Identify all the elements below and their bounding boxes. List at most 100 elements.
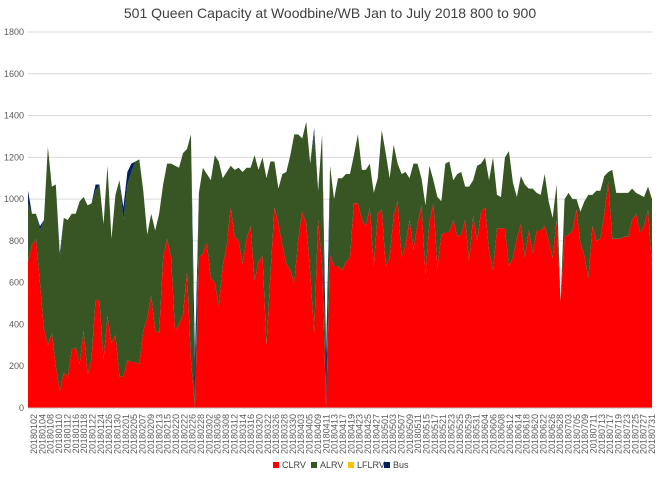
x-tick-label: 20180501 [380, 414, 390, 454]
x-tick-label: 20180104 [37, 414, 47, 454]
x-tick-label: 20180220 [171, 414, 181, 454]
x-tick-label: 20180705 [572, 414, 582, 454]
y-axis: 0 200 400 600 800 1000 1200 1400 1600 1800 [4, 27, 24, 413]
x-tick-label: 20180612 [505, 414, 515, 454]
x-tick-label: 20180124 [96, 414, 106, 454]
x-tick-label: 20180322 [263, 414, 273, 454]
y-tick-label: 1200 [4, 152, 24, 162]
x-tick-label: 20180725 [630, 414, 640, 454]
x-tick-label: 20180606 [488, 414, 498, 454]
x-tick-label: 20180525 [455, 414, 465, 454]
x-tick-label: 20180509 [405, 414, 415, 454]
x-tick-label: 20180529 [463, 414, 473, 454]
x-tick-label: 20180723 [622, 414, 632, 454]
x-tick-label: 20180515 [422, 414, 432, 454]
x-tick-label: 20180314 [238, 414, 248, 454]
x-tick-label: 20180215 [163, 414, 173, 454]
x-tick-label: 20180312 [229, 414, 239, 454]
series-area-clrv [28, 182, 652, 408]
x-tick-label: 20180713 [597, 414, 607, 454]
x-tick-label: 20180511 [413, 414, 423, 453]
x-tick-label: 20180205 [129, 414, 139, 454]
y-tick-label: 0 [19, 403, 24, 413]
x-axis: 2018010220180104201801082018011020180112… [29, 414, 657, 454]
x-tick-label: 20180727 [639, 414, 649, 454]
x-tick-label: 20180531 [472, 414, 482, 454]
x-tick-label: 20180110 [54, 414, 64, 453]
x-tick-label: 20180403 [296, 414, 306, 454]
x-tick-label: 20180201 [121, 414, 131, 454]
y-tick-label: 1800 [4, 27, 24, 37]
x-tick-label: 20180614 [513, 414, 523, 454]
y-tick-label: 1000 [4, 194, 24, 204]
x-tick-label: 20180116 [71, 414, 81, 453]
x-tick-label: 20180709 [580, 414, 590, 454]
x-tick-label: 20180326 [271, 414, 281, 454]
legend-label-clrv: CLRV [282, 460, 306, 470]
series-area-alrv [28, 121, 652, 408]
x-tick-label: 20180425 [363, 414, 373, 454]
x-tick-label: 20180228 [196, 414, 206, 454]
y-tick-label: 1400 [4, 111, 24, 121]
x-tick-label: 20180405 [305, 414, 315, 454]
plot-areas [28, 121, 652, 409]
x-tick-label: 20180423 [355, 414, 365, 454]
x-tick-label: 20180207 [138, 414, 148, 454]
x-tick-label: 20180521 [438, 414, 448, 454]
x-tick-label: 20180226 [188, 414, 198, 454]
legend-swatch-lflrv [348, 462, 354, 468]
legend-swatch-alrv [311, 462, 317, 468]
legend-label-bus: Bus [393, 460, 409, 470]
x-tick-label: 20180507 [396, 414, 406, 454]
x-tick-label: 20180112 [62, 414, 72, 453]
x-tick-label: 20180320 [254, 414, 264, 454]
x-tick-label: 20180130 [113, 414, 123, 454]
x-tick-label: 20180703 [563, 414, 573, 454]
x-tick-label: 20180306 [213, 414, 223, 454]
y-tick-label: 200 [9, 361, 24, 371]
x-tick-label: 20180604 [480, 414, 490, 454]
x-tick-label: 20180409 [313, 414, 323, 454]
x-tick-label: 20180316 [246, 414, 256, 454]
x-tick-label: 20180618 [522, 414, 532, 454]
x-tick-label: 20180328 [280, 414, 290, 454]
y-tick-label: 600 [9, 278, 24, 288]
x-tick-label: 20180717 [605, 414, 615, 454]
x-tick-label: 20180711 [589, 414, 599, 453]
x-tick-label: 20180122 [87, 414, 97, 454]
x-tick-label: 20180503 [388, 414, 398, 454]
x-tick-label: 20180302 [204, 414, 214, 454]
x-tick-label: 20180419 [346, 414, 356, 454]
x-tick-label: 20180622 [538, 414, 548, 454]
x-tick-label: 20180102 [29, 414, 39, 454]
x-tick-label: 20180126 [104, 414, 114, 454]
x-tick-label: 20180411 [321, 414, 331, 453]
x-tick-label: 20180523 [447, 414, 457, 454]
x-tick-label: 20180427 [371, 414, 381, 454]
legend-swatch-clrv [273, 462, 279, 468]
x-tick-label: 20180628 [555, 414, 565, 454]
legend: CLRV ALRV LFLRV Bus [273, 460, 409, 470]
x-tick-label: 20180330 [288, 414, 298, 454]
x-tick-label: 20180209 [146, 414, 156, 454]
x-tick-label: 20180413 [330, 414, 340, 454]
y-tick-label: 1600 [4, 69, 24, 79]
legend-label-alrv: ALRV [320, 460, 343, 470]
x-tick-label: 20180626 [547, 414, 557, 454]
x-tick-label: 20180517 [430, 414, 440, 454]
x-tick-label: 20180719 [614, 414, 624, 454]
x-tick-label: 20180222 [179, 414, 189, 454]
x-tick-label: 20180731 [647, 414, 657, 454]
x-tick-label: 20180108 [46, 414, 56, 454]
x-tick-label: 20180417 [338, 414, 348, 454]
legend-label-lflrv: LFLRV [357, 460, 385, 470]
y-tick-label: 400 [9, 319, 24, 329]
x-tick-label: 20180308 [221, 414, 231, 454]
legend-swatch-bus [384, 462, 390, 468]
x-tick-label: 20180608 [497, 414, 507, 454]
chart-title: 501 Queen Capacity at Woodbine/WB Jan to… [124, 5, 536, 21]
x-tick-label: 20180213 [154, 414, 164, 454]
y-tick-label: 800 [9, 236, 24, 246]
x-tick-label: 20180620 [530, 414, 540, 454]
